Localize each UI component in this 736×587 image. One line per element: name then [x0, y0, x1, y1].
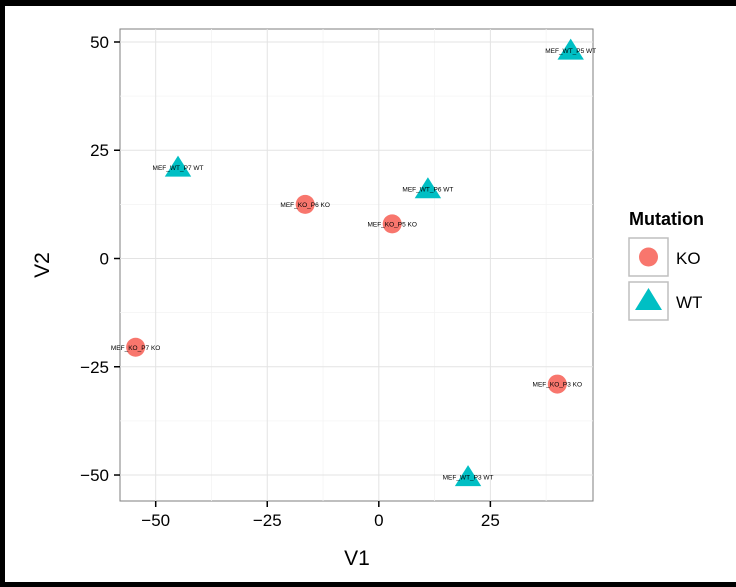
x-tick-label: −25	[253, 511, 282, 530]
y-tick-label: 25	[90, 141, 109, 160]
y-tick-label: −50	[80, 466, 109, 485]
legend-label-wt: WT	[676, 293, 702, 312]
legend-title: Mutation	[629, 209, 704, 229]
x-tick-label: 0	[374, 511, 383, 530]
point-label: MEF_WT_P5 WT	[545, 48, 596, 55]
legend-ko-marker	[639, 247, 658, 267]
point-wt	[557, 38, 584, 60]
point-label: MEF_KO_P3 KO	[533, 382, 583, 389]
legend-wt-marker	[635, 288, 662, 310]
plot-panel	[119, 28, 594, 502]
points-layer: MEF_KO_P6 KO MEF_KO_P5 KO MEF_KO_P7 KO MEF_…	[111, 38, 596, 487]
point-label: MEF_WT_P7 WT	[153, 165, 204, 172]
point-ko	[126, 337, 146, 357]
point-label: MEF_KO_P5 KO	[367, 221, 417, 228]
y-tick-label: 50	[90, 33, 109, 52]
point-label: MEF_WT_P3 WT	[443, 475, 494, 482]
point-label: MEF_KO_P7 KO	[111, 345, 161, 352]
legend: Mutation KO WT	[628, 209, 704, 321]
y-tick-label: −25	[80, 358, 109, 377]
point-wt	[454, 465, 482, 487]
x-tick-label: 25	[481, 511, 500, 530]
point-wt	[164, 155, 192, 177]
point-ko	[382, 214, 402, 234]
point-wt	[414, 177, 442, 199]
point-label: MEF_KO_P6 KO	[280, 202, 330, 209]
legend-label-ko: KO	[676, 249, 701, 268]
x-tick-label: −50	[141, 511, 170, 530]
point-ko	[547, 374, 567, 394]
point-label: MEF_WT_P6 WT	[402, 187, 453, 194]
axis-layer: −50 −25 0 25 −50 −25 0 25 50	[80, 33, 500, 530]
x-axis-title: V1	[344, 547, 370, 570]
point-ko	[295, 194, 315, 214]
y-axis-title: V2	[31, 252, 54, 278]
grid-layer	[120, 29, 593, 501]
y-tick-label: 0	[100, 250, 109, 269]
